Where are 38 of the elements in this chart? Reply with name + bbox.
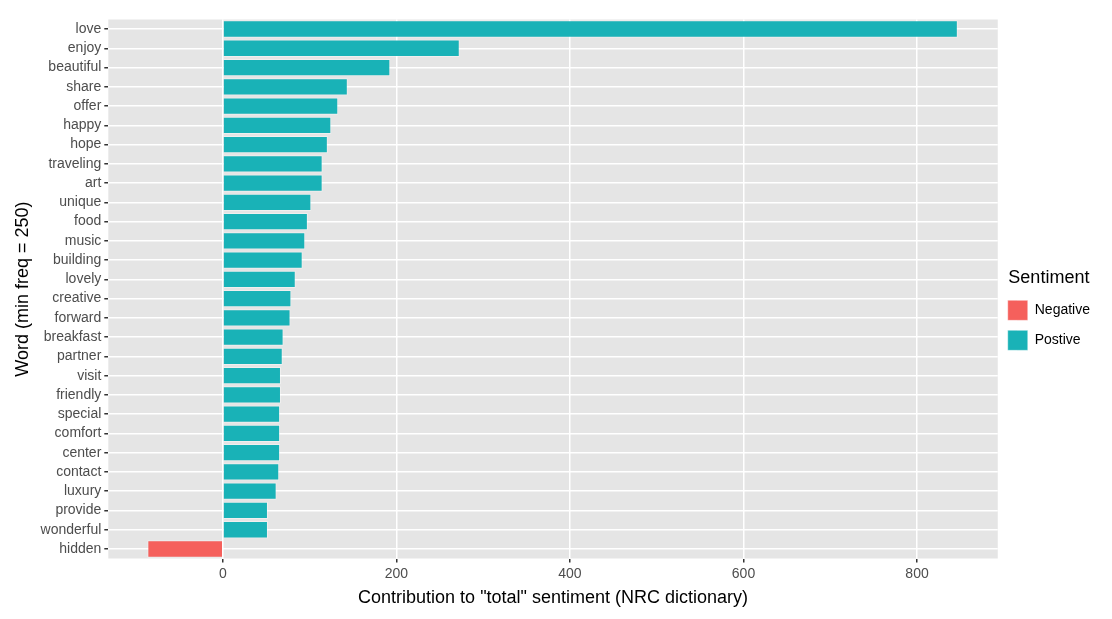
y-tick-label: special bbox=[57, 405, 102, 422]
x-tick-label: 400 bbox=[558, 564, 582, 581]
y-tick-label: lovely bbox=[65, 270, 102, 287]
y-tick-label: luxury bbox=[63, 482, 102, 499]
y-tick-label: comfort bbox=[54, 424, 102, 441]
y-tick-label: beautiful bbox=[48, 58, 102, 75]
y-tick-label: center bbox=[62, 443, 102, 460]
x-tick-label: 0 bbox=[218, 564, 227, 581]
y-tick-label: unique bbox=[59, 193, 102, 210]
y-tick-label: offer bbox=[73, 96, 102, 113]
y-tick-label: enjoy bbox=[67, 39, 102, 56]
y-tick-label: visit bbox=[77, 366, 102, 383]
y-tick-label: share bbox=[66, 77, 102, 94]
y-tick-label: breakfast bbox=[43, 328, 102, 344]
y-tick-label: love bbox=[75, 19, 102, 36]
y-tick-label: contact bbox=[56, 462, 102, 479]
y-tick-label: building bbox=[53, 250, 102, 267]
y-tick-label: forward bbox=[54, 308, 102, 325]
legend-label: Postive bbox=[1034, 331, 1081, 348]
y-tick-label: hidden bbox=[59, 539, 102, 556]
legend-title: Sentiment bbox=[1008, 266, 1090, 287]
y-tick-label: creative bbox=[52, 289, 102, 306]
y-axis-title: Word (min freq = 250) bbox=[11, 201, 32, 377]
x-tick-label: 800 bbox=[905, 564, 929, 581]
x-tick-label: 600 bbox=[731, 564, 756, 581]
y-tick-label: art bbox=[84, 173, 102, 190]
y-tick-label: friendly bbox=[56, 385, 102, 402]
y-tick-label: music bbox=[64, 231, 102, 248]
y-tick-label: partner bbox=[56, 347, 102, 364]
y-tick-label: traveling bbox=[48, 154, 102, 171]
y-tick-label: provide bbox=[55, 501, 102, 518]
legend-label: Negative bbox=[1034, 301, 1091, 318]
y-tick-label: wonderful bbox=[39, 520, 102, 537]
x-tick-label: 200 bbox=[384, 564, 409, 581]
y-tick-label: hope bbox=[70, 135, 102, 152]
y-tick-label: food bbox=[74, 212, 102, 229]
x-axis-title: Contribution to "total" sentiment (NRC dictionary) bbox=[358, 587, 748, 608]
y-tick-label: happy bbox=[63, 116, 102, 133]
